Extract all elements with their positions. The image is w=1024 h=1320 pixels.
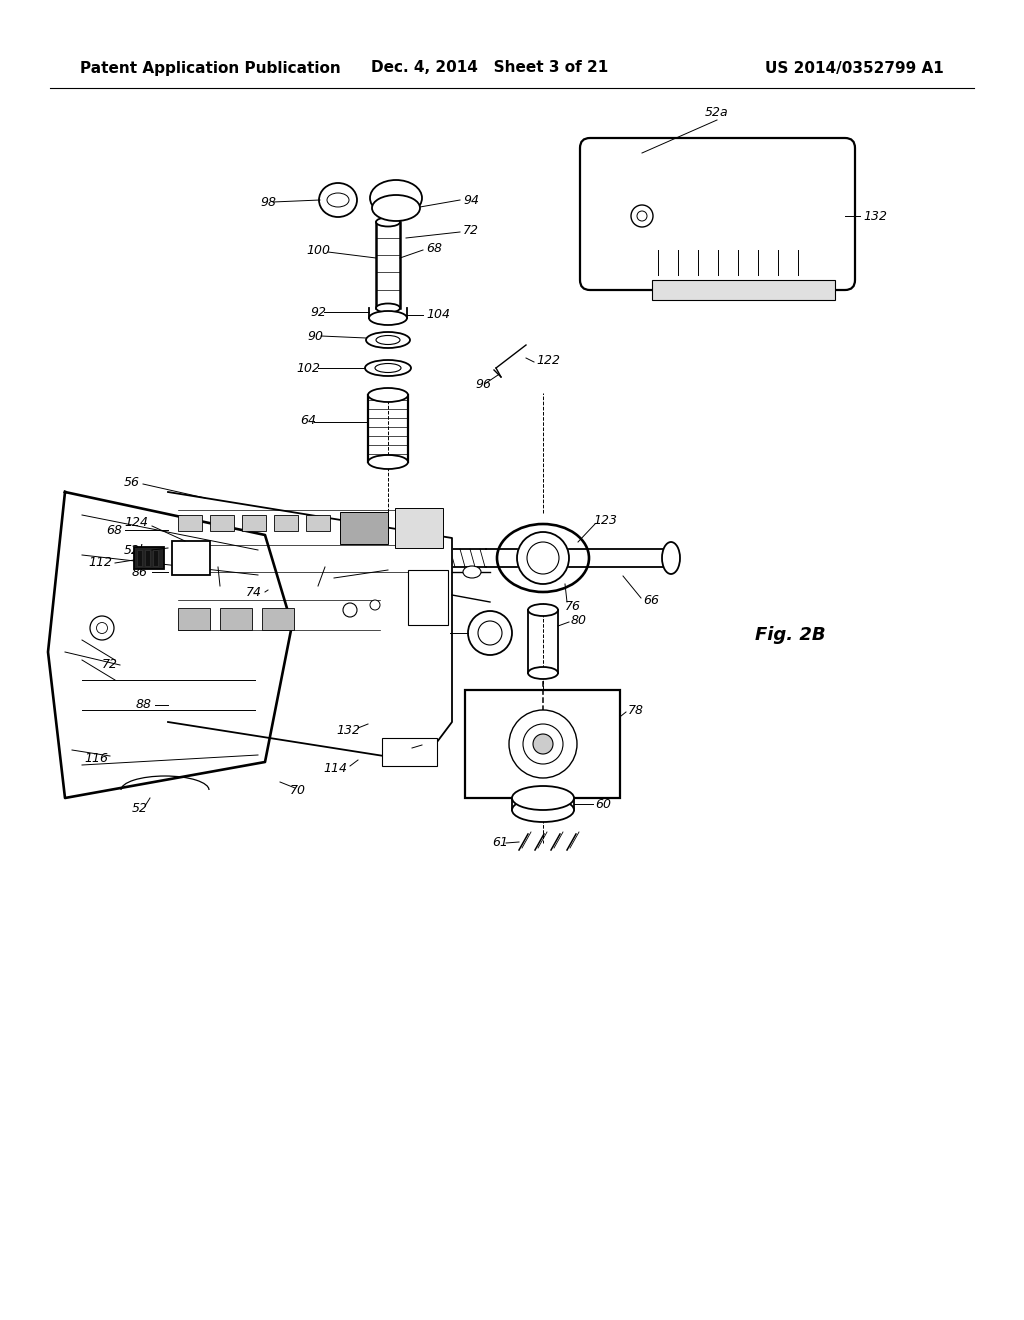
Text: 64: 64 <box>300 413 316 426</box>
Text: 96: 96 <box>475 379 490 392</box>
Text: Patent Application Publication: Patent Application Publication <box>80 61 341 75</box>
Text: 123: 123 <box>593 513 617 527</box>
Bar <box>340 512 388 544</box>
Text: 132: 132 <box>336 723 360 737</box>
Ellipse shape <box>497 524 589 591</box>
Ellipse shape <box>523 723 563 764</box>
Text: 90: 90 <box>307 330 323 342</box>
Text: Fig. 2B: Fig. 2B <box>755 626 825 644</box>
FancyBboxPatch shape <box>580 139 855 290</box>
Text: 52a: 52a <box>706 107 729 120</box>
Ellipse shape <box>631 205 653 227</box>
Text: 130: 130 <box>412 742 436 755</box>
Text: 56: 56 <box>124 475 140 488</box>
Ellipse shape <box>376 304 400 313</box>
Text: 124: 124 <box>124 516 148 529</box>
Bar <box>178 609 210 630</box>
Polygon shape <box>48 492 292 799</box>
Ellipse shape <box>534 734 553 754</box>
Ellipse shape <box>319 183 357 216</box>
Ellipse shape <box>528 667 558 678</box>
Bar <box>137 550 142 566</box>
Ellipse shape <box>327 193 349 207</box>
Ellipse shape <box>637 211 647 220</box>
Ellipse shape <box>368 455 408 469</box>
Bar <box>153 550 158 566</box>
Text: 60: 60 <box>595 797 611 810</box>
Text: US 2014/0352799 A1: US 2014/0352799 A1 <box>765 61 944 75</box>
Text: 126: 126 <box>210 583 234 597</box>
Ellipse shape <box>478 620 502 645</box>
Ellipse shape <box>527 543 559 574</box>
Ellipse shape <box>366 333 410 348</box>
Text: 80: 80 <box>571 614 587 627</box>
Ellipse shape <box>370 180 422 216</box>
Text: 92: 92 <box>310 305 326 318</box>
Text: 98: 98 <box>260 195 276 209</box>
Text: 54: 54 <box>302 583 318 597</box>
Text: 68: 68 <box>426 242 442 255</box>
Bar <box>652 280 835 300</box>
Ellipse shape <box>343 603 357 616</box>
Text: 74: 74 <box>246 586 262 598</box>
Ellipse shape <box>512 799 574 822</box>
Bar <box>395 508 443 548</box>
Text: 52: 52 <box>132 801 148 814</box>
Bar <box>306 515 330 531</box>
Text: 66: 66 <box>643 594 659 606</box>
Text: 122: 122 <box>536 354 560 367</box>
Text: 102: 102 <box>296 362 319 375</box>
Text: Dec. 4, 2014   Sheet 3 of 21: Dec. 4, 2014 Sheet 3 of 21 <box>372 61 608 75</box>
Text: 86: 86 <box>132 565 148 578</box>
Text: 78: 78 <box>628 704 644 717</box>
Bar <box>172 541 210 576</box>
Ellipse shape <box>512 785 574 810</box>
Ellipse shape <box>468 611 512 655</box>
Text: 94: 94 <box>463 194 479 206</box>
Ellipse shape <box>376 218 400 227</box>
Ellipse shape <box>463 566 481 578</box>
Ellipse shape <box>517 532 569 583</box>
Ellipse shape <box>365 360 411 376</box>
Ellipse shape <box>509 710 577 777</box>
Bar <box>134 546 164 569</box>
Text: 61: 61 <box>492 837 508 850</box>
Bar <box>220 609 252 630</box>
Ellipse shape <box>375 363 401 372</box>
Text: 52b: 52b <box>124 544 148 557</box>
Ellipse shape <box>369 312 407 325</box>
Ellipse shape <box>662 543 680 574</box>
Text: 112: 112 <box>88 557 112 569</box>
Text: 132: 132 <box>863 210 887 223</box>
Ellipse shape <box>368 388 408 403</box>
Text: 88: 88 <box>136 698 152 711</box>
Ellipse shape <box>376 335 400 345</box>
Bar <box>178 515 202 531</box>
Text: 100: 100 <box>306 243 330 256</box>
Polygon shape <box>168 492 452 762</box>
Bar <box>145 550 150 566</box>
Bar <box>210 515 234 531</box>
Bar <box>408 570 449 624</box>
Ellipse shape <box>96 623 108 634</box>
Text: 114: 114 <box>323 762 347 775</box>
Bar <box>274 515 298 531</box>
Text: 76: 76 <box>565 599 581 612</box>
Text: 116: 116 <box>84 751 108 764</box>
Bar <box>465 690 620 799</box>
Ellipse shape <box>90 616 114 640</box>
Bar <box>242 515 266 531</box>
Text: 68: 68 <box>106 524 122 536</box>
Ellipse shape <box>528 605 558 616</box>
Text: 82: 82 <box>432 627 449 639</box>
Text: 104: 104 <box>426 309 450 322</box>
Ellipse shape <box>370 601 380 610</box>
Bar <box>382 738 437 766</box>
Text: 70: 70 <box>290 784 306 796</box>
Text: 72: 72 <box>463 223 479 236</box>
Bar <box>262 609 294 630</box>
Text: 72: 72 <box>102 659 118 672</box>
Text: 84: 84 <box>319 573 336 586</box>
Ellipse shape <box>372 195 420 220</box>
